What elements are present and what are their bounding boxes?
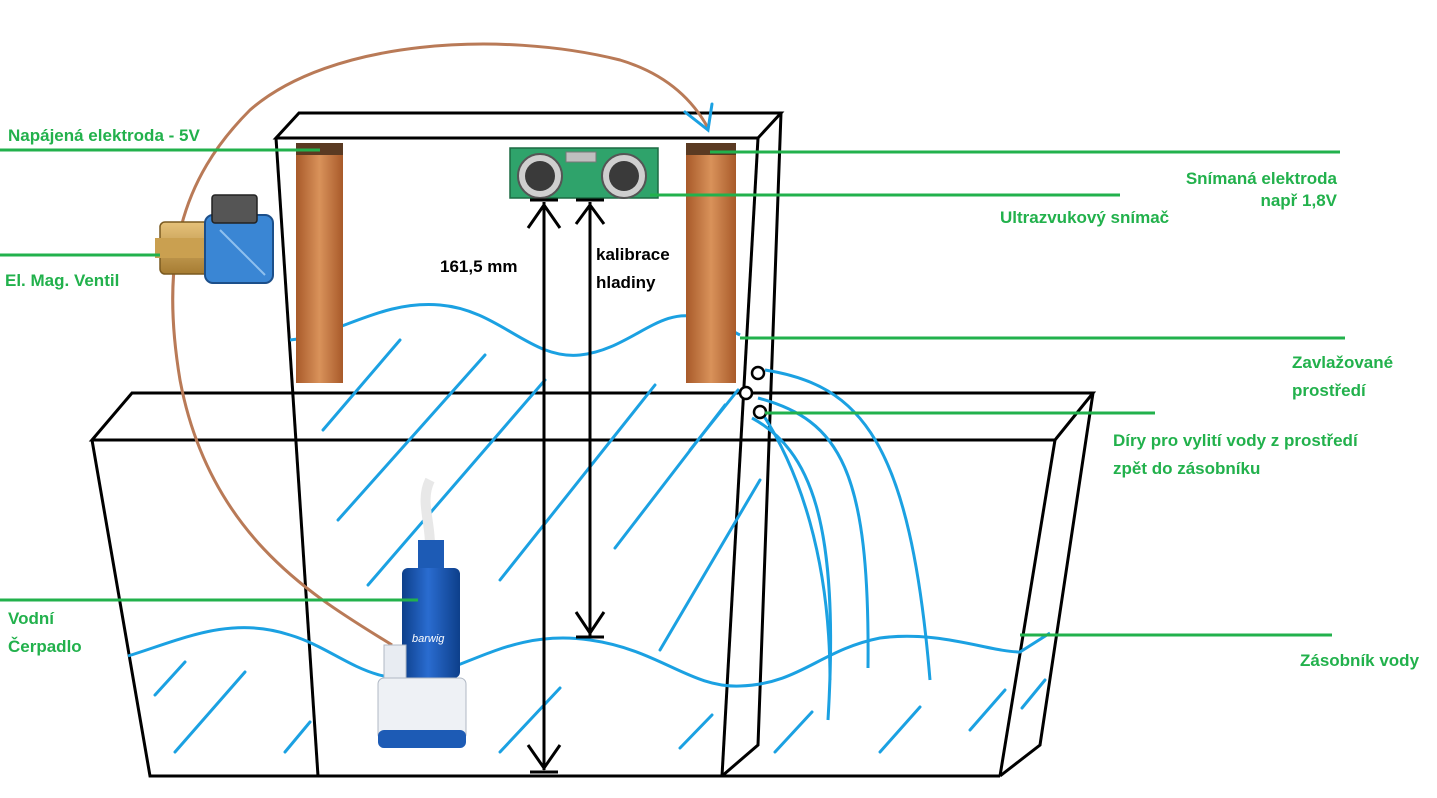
- label-powered-electrode: Napájená elektroda - 5V: [8, 126, 200, 145]
- power-wire: [171, 42, 710, 647]
- water-hatching-reservoir: [153, 660, 1047, 754]
- drain-holes: [738, 365, 768, 420]
- label-solenoid-valve: El. Mag. Ventil: [5, 271, 120, 290]
- label-water-pump-1: Vodní: [8, 609, 54, 628]
- label-irrigated-env-1: Zavlažované: [1292, 353, 1394, 372]
- label-ultrasonic-sensor: Ultrazvukový snímač: [1000, 208, 1170, 227]
- label-water-reservoir: Zásobník vody: [1300, 651, 1420, 670]
- label-drain-holes-2: zpět do zásobníku: [1113, 459, 1261, 478]
- distance-dimension: [526, 198, 562, 774]
- label-sensing-electrode-2: např 1,8V: [1260, 191, 1337, 210]
- wire-arrow-icon: [683, 102, 714, 133]
- label-irrigated-env-2: prostředí: [1292, 381, 1366, 400]
- drainage-streams: [751, 368, 932, 721]
- powered-electrode: [296, 143, 343, 383]
- solenoid-valve: [155, 194, 274, 284]
- water-pump: barwig: [377, 477, 467, 748]
- label-calibration-1: kalibrace: [596, 245, 670, 264]
- water-reservoir: [88, 391, 1097, 778]
- label-water-pump-2: Čerpadlo: [8, 637, 82, 656]
- ultrasonic-sensor: [509, 147, 659, 199]
- irrigated-environment-box: [272, 111, 785, 778]
- water-hatching-environment: [321, 338, 762, 652]
- calibration-dimension: [574, 198, 606, 639]
- label-drain-holes-1: Díry pro vylití vody z prostředí: [1113, 431, 1358, 450]
- label-calibration-2: hladiny: [596, 273, 656, 292]
- pump-brand-label: barwig: [412, 633, 445, 645]
- sensing-electrode: [686, 143, 736, 383]
- label-sensing-electrode-1: Snímaná elektroda: [1185, 169, 1337, 188]
- water-surface-environment: [289, 303, 741, 357]
- water-surface-reservoir: [127, 626, 1051, 688]
- leader-lines: [0, 148, 1345, 637]
- label-distance: 161,5 mm: [440, 257, 518, 276]
